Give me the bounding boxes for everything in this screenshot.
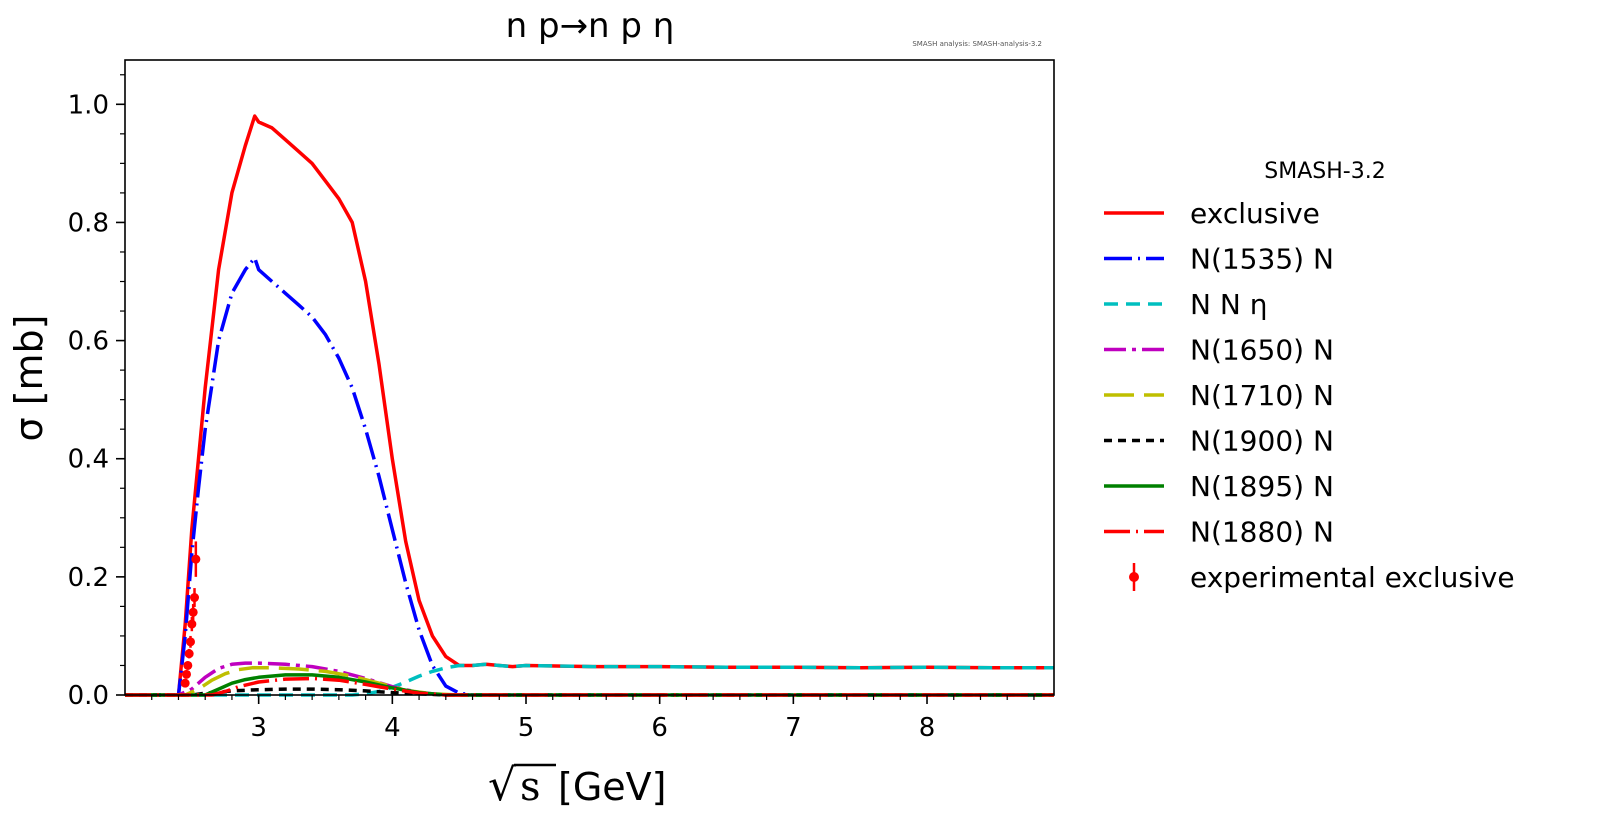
chart-title: n p→n p η xyxy=(506,6,675,46)
experimental-point xyxy=(188,607,198,617)
series-line-n-1535-n xyxy=(125,256,1054,697)
experimental-point xyxy=(183,660,193,670)
legend-label-n-1650-n: N(1650) N xyxy=(1190,334,1334,367)
watermark-label: SMASH analysis: SMASH-analysis-3.2 xyxy=(912,40,1042,48)
experimental-point xyxy=(187,619,197,629)
x-axis-label-unit: [GeV] xyxy=(558,765,666,809)
legend-label-experimental-exclusive: experimental exclusive xyxy=(1190,561,1515,594)
y-tick-label: 0.2 xyxy=(68,563,109,593)
x-tick-label: 8 xyxy=(919,713,936,743)
legend-label-n-1710-n: N(1710) N xyxy=(1190,379,1334,412)
x-tick-label: 4 xyxy=(384,713,401,743)
x-axis-label-sqrt-sign: √ xyxy=(488,760,517,811)
legend-label-exclusive: exclusive xyxy=(1190,197,1320,230)
x-axis-label: √ s [GeV] xyxy=(488,760,666,811)
experimental-point xyxy=(180,678,190,688)
experimental-point xyxy=(190,593,200,603)
x-axis-label-radicand: s xyxy=(520,764,541,810)
legend: SMASH-3.2 exclusive N(1535) N N N η N(1650)… xyxy=(1104,159,1515,594)
experimental-point xyxy=(184,649,194,659)
experimental-point xyxy=(191,554,201,564)
legend-label-n-n: N N η xyxy=(1190,288,1267,321)
x-tick-label: 5 xyxy=(518,713,535,743)
plot-frame xyxy=(124,59,1055,696)
x-tick-label: 7 xyxy=(785,713,802,743)
series-line-n-n xyxy=(125,662,1054,697)
legend-label-n-1900-n: N(1900) N xyxy=(1190,425,1334,458)
series-line-n-1895-n xyxy=(125,673,1054,697)
experimental-point xyxy=(181,669,191,679)
x-tick-label: 3 xyxy=(250,713,267,743)
y-tick-label: 0.8 xyxy=(68,208,109,238)
plot-area: 3 4 5 6 7 8 0.0 0.2 0.4 0.6 0.8 1.0 xyxy=(68,59,1055,743)
y-tick-label: 1.0 xyxy=(68,90,109,120)
legend-title: SMASH-3.2 xyxy=(1264,159,1385,184)
legend-label-n-1880-n: N(1880) N xyxy=(1190,516,1334,549)
x-tick-label: 6 xyxy=(651,713,668,743)
y-tick-label: 0.0 xyxy=(68,681,109,711)
legend-label-n-1895-n: N(1895) N xyxy=(1190,470,1334,503)
y-axis-label: σ [mb] xyxy=(7,315,51,442)
y-tick-label: 0.6 xyxy=(68,327,109,357)
experimental-point xyxy=(185,637,195,647)
y-tick-label: 0.4 xyxy=(68,445,109,475)
series-line-n-1880-n xyxy=(125,676,1054,697)
legend-marker-dot-experimental-exclusive xyxy=(1129,572,1139,582)
legend-label-n-1535-n: N(1535) N xyxy=(1190,243,1334,276)
series-line-exclusive xyxy=(125,114,1054,697)
